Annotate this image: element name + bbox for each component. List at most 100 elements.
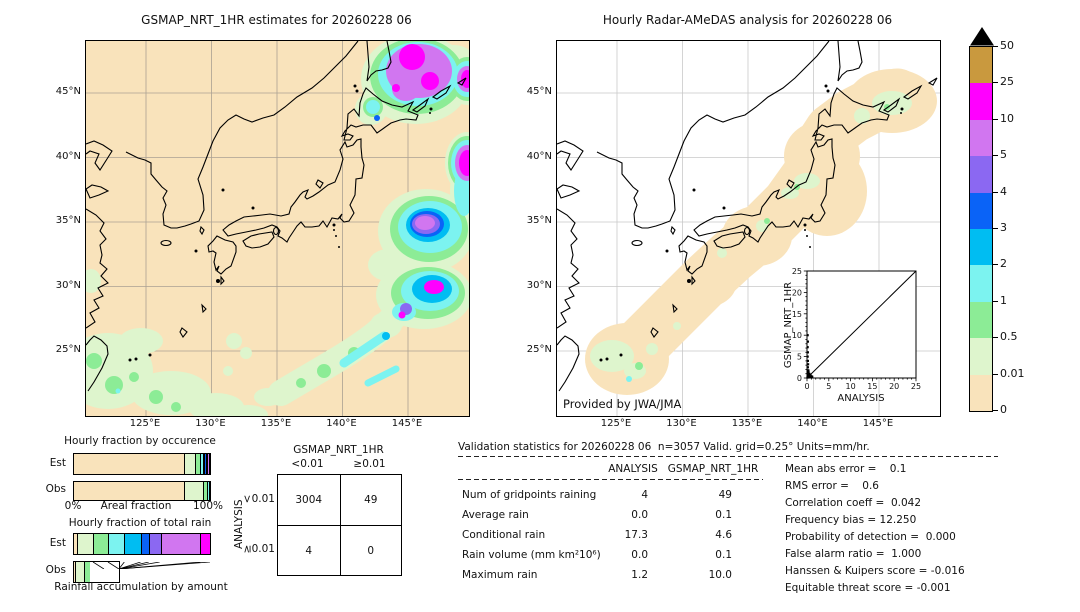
colorbar-tick xyxy=(993,155,998,157)
contingency-title: GSMAP_NRT_1HR xyxy=(293,444,384,456)
bar-segment xyxy=(76,534,93,554)
bar-segment xyxy=(184,454,195,474)
bar-segment xyxy=(208,454,210,474)
bar-segment xyxy=(194,454,201,474)
score-line: Equitable threat score = -0.001 xyxy=(785,582,951,594)
stats-col-gsmap: GSMAP_NRT_1HR xyxy=(667,463,759,475)
stats-col-analysis: ANALYSIS xyxy=(608,463,658,475)
score-line: Probability of detection = 0.000 xyxy=(785,531,956,543)
colorbar-segment xyxy=(970,119,992,157)
stats-row-analysis-value: 1.2 xyxy=(631,569,648,581)
inset-tick-labels: 00 5 5 10 10 15 15 20 20 25 25 xyxy=(792,267,921,391)
colorbar-segment xyxy=(970,47,992,84)
occurrence-axis-min: 0% xyxy=(64,500,82,512)
bar-segment xyxy=(74,534,77,554)
bar-segment xyxy=(160,534,201,554)
bar-segment xyxy=(200,454,203,474)
svg-text:5: 5 xyxy=(797,353,802,362)
y-tick-label: 30°N xyxy=(55,279,81,291)
inset-y-axis-label: GSMAP_NRT_1HR xyxy=(783,282,794,368)
gsmap-map-canvas xyxy=(86,41,469,416)
credit-text: Provided by JWA/JMA xyxy=(563,397,682,411)
bar-segment xyxy=(200,534,210,554)
radar-map-canvas xyxy=(557,41,940,416)
occurrence-obs-bar xyxy=(73,481,211,501)
colorbar-tick-label: 0 xyxy=(1000,403,1007,416)
stats-row-gsmap-value: 49 xyxy=(718,489,732,501)
score-line: Hanssen & Kuipers score = -0.016 xyxy=(785,565,965,577)
colorbar-tick xyxy=(993,337,998,339)
gsmap-estimate-map xyxy=(85,40,470,417)
svg-text:10: 10 xyxy=(792,331,802,340)
y-tick-label: 45°N xyxy=(55,86,81,97)
stats-row-analysis-value: 0.0 xyxy=(631,509,648,521)
inset-scatter: 0 0 5 5 10 10 15 15 20 20 25 25 ANALYSIS GSMAP_NRT_… xyxy=(783,267,923,407)
y-tick-label: 40°N xyxy=(55,150,81,162)
y-tick-label: 45°N xyxy=(526,86,552,97)
contingency-cell: 0 xyxy=(339,525,401,575)
x-tick-label: 145°E xyxy=(862,418,894,429)
bar-segment xyxy=(124,534,141,554)
score-line: RMS error = 0.6 xyxy=(785,480,879,492)
stats-row-gsmap-value: 0.1 xyxy=(715,509,732,521)
stats-divider-header xyxy=(458,479,763,481)
bar-segment xyxy=(207,454,209,474)
stats-divider-top xyxy=(458,456,998,458)
colorbar-tick-label: 0.01 xyxy=(1000,366,1025,380)
stats-header: Validation statistics for 20260228 06 n=… xyxy=(458,441,870,453)
bar-segment xyxy=(74,562,85,582)
bar-segment xyxy=(202,454,205,474)
y-tick-label: 25°N xyxy=(526,344,552,355)
bar-segment xyxy=(92,534,108,554)
inset-ticks xyxy=(803,270,917,382)
colorbar-segment xyxy=(970,229,992,266)
colorbar-tick xyxy=(993,191,998,193)
x-tick-label: 125°E xyxy=(129,418,161,429)
colorbar-segment xyxy=(970,192,992,230)
colorbar-segment xyxy=(970,156,992,193)
stats-row-gsmap-value: 10.0 xyxy=(708,569,732,581)
inset-scatter-canvas: 00 5 5 10 10 15 15 20 20 25 25 ANALYSIS GSMAP_NRT_… xyxy=(783,267,921,404)
colorbar-tick xyxy=(993,82,998,84)
svg-text:5: 5 xyxy=(826,382,831,391)
x-tick-label: 140°E xyxy=(797,418,828,429)
inset-diagonal-line xyxy=(806,270,917,379)
colorbar-segment xyxy=(970,83,992,120)
colorbar-tick xyxy=(993,373,998,375)
totalrain-est-bar xyxy=(73,533,211,555)
stats-row-analysis-value: 0.0 xyxy=(631,549,648,561)
stats-row-analysis-value: 17.3 xyxy=(624,529,648,541)
contingency-row-label-ge: ≥0.01 xyxy=(241,543,275,555)
stats-row-analysis-value: 4 xyxy=(641,489,648,501)
bar-segment xyxy=(149,534,161,554)
contingency-side-title: ANALYSIS xyxy=(233,499,245,549)
svg-text:15: 15 xyxy=(792,310,802,319)
colorbar-tick-label: 10 xyxy=(1000,111,1014,125)
colorbar-segment xyxy=(970,301,992,339)
precip-band xyxy=(585,68,937,395)
contingency-cell: 4 xyxy=(278,525,340,575)
score-line: Mean abs error = 0.1 xyxy=(785,463,907,475)
x-tick-label: 140°E xyxy=(326,418,357,429)
colorbar-tick xyxy=(993,118,998,120)
totalrain-obs-label: Obs xyxy=(45,564,66,576)
colorbar-over-marker xyxy=(970,27,994,46)
bar-segment xyxy=(206,482,209,500)
svg-text:25: 25 xyxy=(792,267,802,276)
occurrence-axis-max: 100% xyxy=(192,500,224,512)
svg-text:0: 0 xyxy=(797,374,802,383)
colorbar-tick xyxy=(993,300,998,302)
score-line: False alarm ratio = 1.000 xyxy=(785,548,922,560)
occurrence-axis-title: Areal fraction xyxy=(100,500,172,512)
svg-text:20: 20 xyxy=(889,382,899,391)
contingency-row-label-lt: <0.01 xyxy=(241,493,275,505)
bar-segment xyxy=(203,482,207,500)
colorbar-tick-label: 25 xyxy=(1000,75,1014,89)
totalrain-obs-bar xyxy=(73,561,120,583)
bar-segment xyxy=(74,454,185,474)
radar-amedas-map: Provided by JWA/JMA 0 0 5 5 10 10 15 15 20 20 25 25… xyxy=(556,40,941,417)
colorbar-tick xyxy=(993,228,998,229)
occurrence-est-bar xyxy=(73,453,211,475)
colorbar-tick-label: 50 xyxy=(1000,39,1014,52)
x-tick-label: 130°E xyxy=(195,418,226,429)
